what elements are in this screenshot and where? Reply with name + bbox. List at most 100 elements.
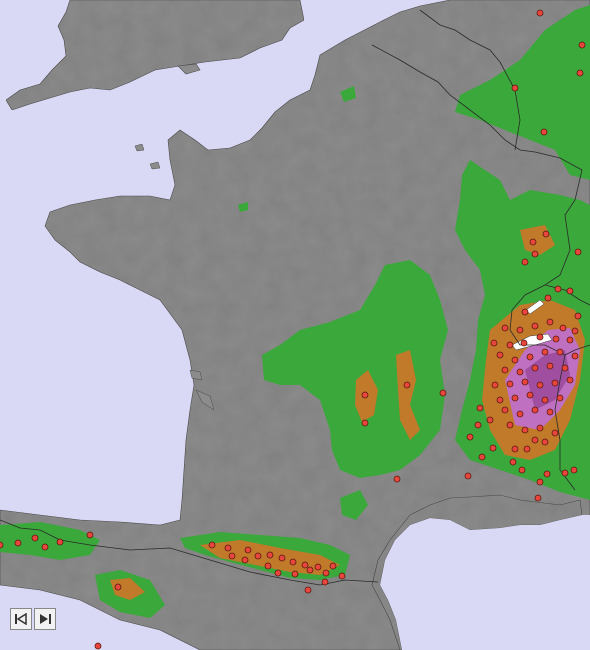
station-marker[interactable]: [509, 458, 517, 466]
station-marker[interactable]: [264, 562, 272, 570]
station-marker[interactable]: [501, 366, 509, 374]
station-marker[interactable]: [208, 541, 216, 549]
station-marker[interactable]: [566, 376, 574, 384]
station-marker[interactable]: [41, 543, 49, 551]
station-marker[interactable]: [496, 351, 504, 359]
station-marker[interactable]: [304, 586, 312, 594]
station-marker[interactable]: [518, 466, 526, 474]
station-marker[interactable]: [511, 84, 519, 92]
station-marker[interactable]: [531, 436, 539, 444]
station-marker[interactable]: [566, 336, 574, 344]
station-marker[interactable]: [228, 552, 236, 560]
station-marker[interactable]: [306, 566, 314, 574]
station-marker[interactable]: [561, 469, 569, 477]
station-marker[interactable]: [556, 348, 564, 356]
station-marker[interactable]: [278, 554, 286, 562]
station-marker[interactable]: [546, 362, 554, 370]
station-marker[interactable]: [314, 563, 322, 571]
station-marker[interactable]: [403, 381, 411, 389]
station-marker[interactable]: [551, 379, 559, 387]
station-marker[interactable]: [511, 356, 519, 364]
station-marker[interactable]: [546, 408, 554, 416]
station-marker[interactable]: [244, 546, 252, 554]
station-marker[interactable]: [329, 562, 337, 570]
station-marker[interactable]: [566, 287, 574, 295]
station-marker[interactable]: [291, 570, 299, 578]
station-marker[interactable]: [114, 583, 122, 591]
station-marker[interactable]: [491, 381, 499, 389]
station-marker[interactable]: [520, 339, 528, 347]
station-marker[interactable]: [531, 322, 539, 330]
station-marker[interactable]: [266, 551, 274, 559]
station-marker[interactable]: [554, 285, 562, 293]
station-marker[interactable]: [361, 391, 369, 399]
station-marker[interactable]: [578, 41, 586, 49]
station-marker[interactable]: [531, 406, 539, 414]
station-marker[interactable]: [516, 410, 524, 418]
station-marker[interactable]: [521, 426, 529, 434]
station-marker[interactable]: [576, 69, 584, 77]
station-marker[interactable]: [56, 538, 64, 546]
station-marker[interactable]: [536, 9, 544, 17]
station-marker[interactable]: [322, 569, 330, 577]
station-marker[interactable]: [529, 238, 537, 246]
station-marker[interactable]: [439, 389, 447, 397]
station-marker[interactable]: [86, 531, 94, 539]
station-marker[interactable]: [541, 396, 549, 404]
station-marker[interactable]: [574, 248, 582, 256]
station-marker[interactable]: [526, 391, 534, 399]
station-marker[interactable]: [521, 378, 529, 386]
skip-to-start-button[interactable]: [10, 608, 32, 630]
station-marker[interactable]: [511, 394, 519, 402]
station-marker[interactable]: [254, 552, 262, 560]
station-marker[interactable]: [301, 561, 309, 569]
station-marker[interactable]: [536, 424, 544, 432]
station-marker[interactable]: [224, 544, 232, 552]
station-marker[interactable]: [516, 368, 524, 376]
station-marker[interactable]: [501, 406, 509, 414]
station-marker[interactable]: [536, 478, 544, 486]
station-marker[interactable]: [289, 558, 297, 566]
station-marker[interactable]: [321, 578, 329, 586]
station-marker[interactable]: [523, 445, 531, 453]
station-marker[interactable]: [393, 475, 401, 483]
station-marker[interactable]: [506, 421, 514, 429]
station-marker[interactable]: [501, 324, 509, 332]
station-marker[interactable]: [574, 312, 582, 320]
station-marker[interactable]: [496, 396, 504, 404]
station-marker[interactable]: [506, 380, 514, 388]
station-marker[interactable]: [521, 258, 529, 266]
station-marker[interactable]: [531, 250, 539, 258]
station-marker[interactable]: [478, 453, 486, 461]
station-marker[interactable]: [551, 429, 559, 437]
station-marker[interactable]: [94, 642, 102, 650]
station-marker[interactable]: [361, 419, 369, 427]
station-marker[interactable]: [542, 230, 550, 238]
station-marker[interactable]: [534, 494, 542, 502]
station-marker[interactable]: [486, 416, 494, 424]
station-marker[interactable]: [570, 466, 578, 474]
station-marker[interactable]: [543, 470, 551, 478]
station-marker[interactable]: [0, 541, 4, 549]
station-marker[interactable]: [541, 438, 549, 446]
station-marker[interactable]: [540, 128, 548, 136]
station-marker[interactable]: [516, 326, 524, 334]
station-marker[interactable]: [571, 327, 579, 335]
station-marker[interactable]: [31, 534, 39, 542]
station-marker[interactable]: [546, 318, 554, 326]
station-marker[interactable]: [544, 294, 552, 302]
station-marker[interactable]: [489, 444, 497, 452]
station-marker[interactable]: [571, 352, 579, 360]
station-marker[interactable]: [14, 539, 22, 547]
station-marker[interactable]: [526, 353, 534, 361]
station-marker[interactable]: [536, 381, 544, 389]
station-marker[interactable]: [521, 308, 529, 316]
station-marker[interactable]: [466, 433, 474, 441]
station-marker[interactable]: [474, 421, 482, 429]
station-marker[interactable]: [476, 404, 484, 412]
station-marker[interactable]: [338, 572, 346, 580]
step-forward-button[interactable]: [34, 608, 56, 630]
station-marker[interactable]: [536, 333, 544, 341]
station-marker[interactable]: [561, 364, 569, 372]
station-marker[interactable]: [552, 335, 560, 343]
